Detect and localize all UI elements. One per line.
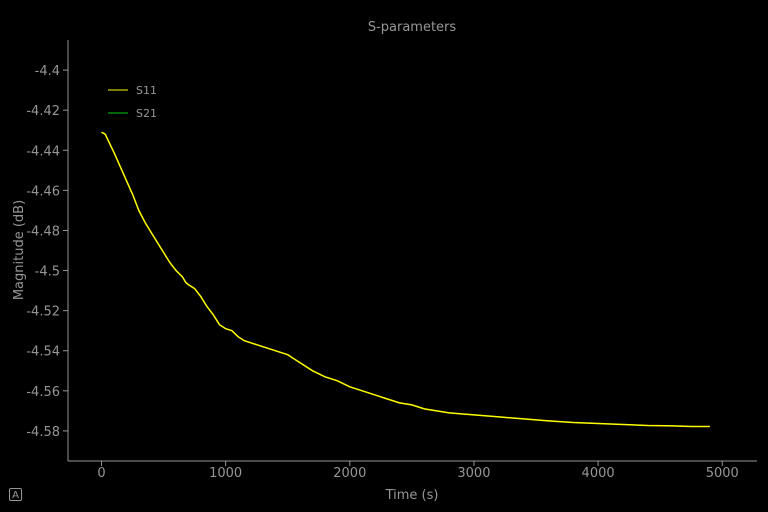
series-layer (101, 131, 710, 428)
legend: S11 S21 (108, 84, 157, 120)
y-tick-label: -4.54 (26, 345, 60, 360)
y-tick-label: -4.44 (26, 144, 60, 159)
legend-label-s21: S21 (136, 107, 157, 120)
x-tick-label: 2000 (333, 466, 366, 481)
y-tick-label: -4.5 (35, 265, 60, 280)
x-tick-label: 5000 (706, 466, 739, 481)
y-tick-label: -4.58 (26, 425, 60, 440)
x-tick-label: 3000 (457, 466, 490, 481)
x-ticks: 0 1000 2000 3000 4000 5000 (97, 461, 739, 481)
x-tick-label: 4000 (582, 466, 615, 481)
x-tick-label: 1000 (209, 466, 242, 481)
x-axis-label: Time (s) (385, 488, 439, 503)
y-tick-label: -4.56 (26, 385, 60, 400)
y-tick-label: -4.42 (26, 104, 60, 119)
chart-title: S-parameters (368, 20, 457, 35)
y-axis-label: Magnitude (dB) (12, 200, 27, 300)
x-tick-label: 0 (97, 466, 105, 481)
y-tick-label: -4.48 (26, 224, 60, 239)
auto-range-button[interactable]: A (9, 488, 22, 501)
y-ticks: -4.4 -4.42 -4.44 -4.46 -4.48 -4.5 -4.52 -4.54 -4… (26, 64, 68, 440)
legend-label-s11: S11 (136, 84, 157, 97)
y-tick-label: -4.4 (35, 64, 60, 79)
y-tick-label: -4.52 (26, 305, 60, 320)
y-tick-label: -4.46 (26, 184, 60, 199)
series-line-s11 (101, 131, 710, 428)
